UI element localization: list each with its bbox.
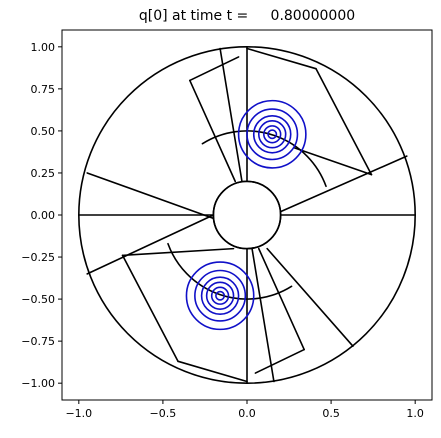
chart-title: q[0] at time t = 0.80000000 — [139, 8, 355, 24]
contour-line-2 — [185, 261, 255, 331]
y-tick-label: 0.00 — [31, 209, 56, 222]
contour-group — [185, 99, 307, 331]
x-tick-label: −1.0 — [65, 407, 92, 420]
y-tick-label: 1.00 — [31, 41, 56, 54]
grid-segment — [251, 247, 275, 383]
x-tick-label: 1.0 — [406, 407, 424, 420]
grid-segment — [219, 47, 243, 183]
contour-line-1 — [252, 114, 292, 154]
y-tick-label: 0.25 — [31, 167, 56, 180]
x-axis: −1.0 −0.5 0.0 0.5 1.0 — [65, 400, 424, 420]
grid-segment — [257, 247, 305, 351]
grid-arc — [167, 242, 293, 300]
contour-line-1 — [246, 108, 299, 161]
grid-segment — [189, 79, 237, 183]
grid-arc — [201, 130, 327, 188]
x-tick-label: −0.5 — [150, 407, 177, 420]
grid-segment — [177, 360, 248, 383]
y-axis: 1.00 0.75 0.50 0.25 0.00 −0.25 −0.50 −0.75 −1.00 — [21, 41, 62, 390]
grid-segment — [86, 214, 215, 275]
grid-segment — [266, 247, 354, 347]
grid-segment — [293, 146, 373, 176]
grid-segment — [246, 47, 317, 70]
y-tick-label: −0.25 — [21, 251, 55, 264]
y-tick-label: 0.50 — [31, 125, 56, 138]
contour-line-2 — [215, 290, 226, 301]
x-tick-label: 0.5 — [322, 407, 340, 420]
y-tick-label: 0.75 — [31, 83, 56, 96]
y-tick-label: −1.00 — [21, 377, 55, 390]
contour-line-1 — [263, 125, 282, 144]
inner-boundary-circle — [212, 180, 282, 250]
y-tick-label: −0.75 — [21, 335, 55, 348]
grid-segment — [254, 348, 305, 374]
domain-geometry — [78, 46, 416, 384]
contour-line-1 — [257, 120, 287, 149]
contour-line-1 — [237, 99, 307, 169]
grid-segment — [279, 155, 408, 213]
grid-segment — [86, 172, 215, 220]
contour-line-2 — [200, 276, 240, 316]
grid-segment — [189, 56, 240, 82]
grid-segment — [121, 254, 179, 363]
contour-line-2 — [194, 269, 247, 322]
contour-line-1 — [267, 129, 278, 140]
x-tick-label: 0.0 — [238, 407, 256, 420]
grid-segment — [315, 67, 373, 176]
y-tick-label: −0.50 — [21, 293, 55, 306]
grid-segment — [121, 247, 235, 257]
contour-line-2 — [205, 281, 235, 310]
contour-line-2 — [210, 286, 230, 305]
